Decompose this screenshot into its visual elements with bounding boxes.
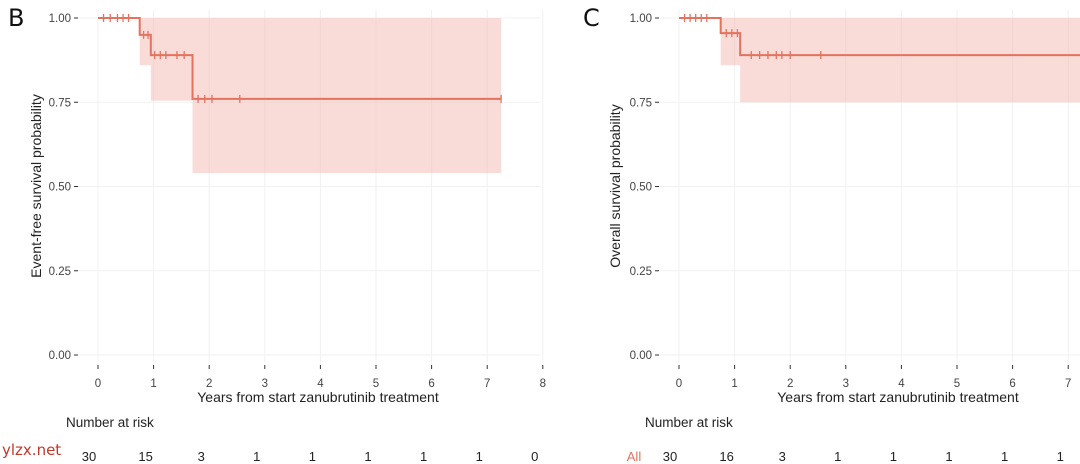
panel-b-risk-value: 1 — [309, 449, 316, 464]
panel-b: B Event-free survival probability Years … — [8, 4, 546, 464]
panel-c-plot-area: 0.00 0.25 0.50 0.75 1.00 0 1 2 3 4 5 6 7 — [630, 10, 1080, 390]
panel-b-x-tick-label: 6 — [428, 378, 434, 390]
panel-c-x-tick-label: 3 — [843, 378, 849, 390]
panel-b-risk-value: 30 — [82, 449, 96, 464]
panel-b-risk-value: 15 — [138, 449, 152, 464]
panel-c-risk-value: 1 — [834, 449, 841, 464]
panel-c-x-tick-label: 6 — [1009, 378, 1015, 390]
panel-b-x-tick-label: 5 — [373, 378, 379, 390]
panel-c-confidence-band — [679, 18, 1080, 103]
panel-b-y-tick-label: 1.00 — [49, 13, 71, 25]
panel-b-risk-table-title: Number at risk — [66, 415, 154, 430]
panel-b-risk-value: 1 — [364, 449, 371, 464]
panel-c-risk-table-title: Number at risk — [645, 415, 733, 430]
panel-c-letter: C — [583, 4, 600, 32]
panel-b-y-tick-label: 0.50 — [49, 182, 71, 194]
panel-b-y-tick-label: 0.25 — [49, 266, 71, 278]
panel-c-x-axis-title: Years from start zanubrutinib treatment — [777, 389, 1019, 405]
panel-c-x-tick-label: 5 — [954, 378, 960, 390]
watermark: ylzx.net — [2, 441, 61, 459]
panel-b-x-axis-title: Years from start zanubrutinib treatment — [197, 389, 439, 405]
panel-b-risk-value: 0 — [531, 449, 538, 464]
panel-c-y-tick-label: 1.00 — [630, 13, 652, 25]
panel-c-risk-value: 1 — [890, 449, 897, 464]
panel-c-survival-line — [679, 17, 1080, 57]
panel-b-confidence-band — [98, 18, 502, 174]
panel-b-y-tick-label: 0.00 — [49, 350, 71, 362]
panel-b-risk-value: 1 — [476, 449, 483, 464]
panel-c-risk-value: 1 — [945, 449, 952, 464]
panel-b-plot-area: 0.00 0.25 0.50 0.75 1.00 0 1 2 3 4 5 6 7 8 — [49, 10, 546, 390]
panel-c-risk-value: 1 — [1057, 449, 1064, 464]
panel-b-risk-value: 1 — [420, 449, 427, 464]
panel-b-x-tick-label: 0 — [95, 378, 101, 390]
panel-b-risk-row: 30 15 3 1 1 1 1 1 0 — [82, 449, 539, 464]
panel-c-y-tick-label: 0.25 — [630, 266, 652, 278]
panel-c-risk-stratum-label: All — [627, 449, 642, 464]
panel-c-risk-value: 30 — [663, 449, 677, 464]
panel-b-letter: B — [8, 4, 24, 32]
panel-c-y-tick-label: 0.75 — [630, 97, 652, 109]
panel-c-risk-value: 1 — [1001, 449, 1008, 464]
panel-b-x-tick-label: 7 — [484, 378, 490, 390]
panel-b-x-tick-label: 3 — [262, 378, 268, 390]
panel-c-x-tick-label: 2 — [787, 378, 793, 390]
panel-b-y-axis-title: Event-free survival probability — [28, 94, 44, 278]
panel-c-y-tick-label: 0.50 — [630, 182, 652, 194]
panel-b-x-tick-label: 2 — [206, 378, 212, 390]
panel-b-risk-value: 1 — [253, 449, 260, 464]
panel-c-risk-row: All 30 16 3 1 1 1 1 1 — [627, 449, 1064, 464]
panel-c-y-axis-title: Overall survival probability — [607, 104, 623, 267]
panel-b-x-tick-label: 8 — [540, 378, 546, 390]
panel-b-risk-value: 3 — [198, 449, 205, 464]
panel-c-x-tick-label: 4 — [898, 378, 905, 390]
panel-c-x-tick-label: 7 — [1065, 378, 1071, 390]
panel-b-x-tick-label: 1 — [150, 378, 156, 390]
panel-c-x-tick-label: 1 — [731, 378, 737, 390]
panel-c-risk-value: 16 — [719, 449, 733, 464]
panel-b-y-tick-label: 0.75 — [49, 97, 71, 109]
panel-c: C Overall survival probability Years fro… — [583, 4, 1080, 464]
panel-c-risk-value: 3 — [779, 449, 786, 464]
panel-c-y-tick-label: 0.00 — [630, 350, 652, 362]
panel-b-x-tick-label: 4 — [317, 378, 324, 390]
panel-b-survival-line — [98, 17, 502, 100]
panel-c-x-tick-label: 0 — [676, 378, 682, 390]
